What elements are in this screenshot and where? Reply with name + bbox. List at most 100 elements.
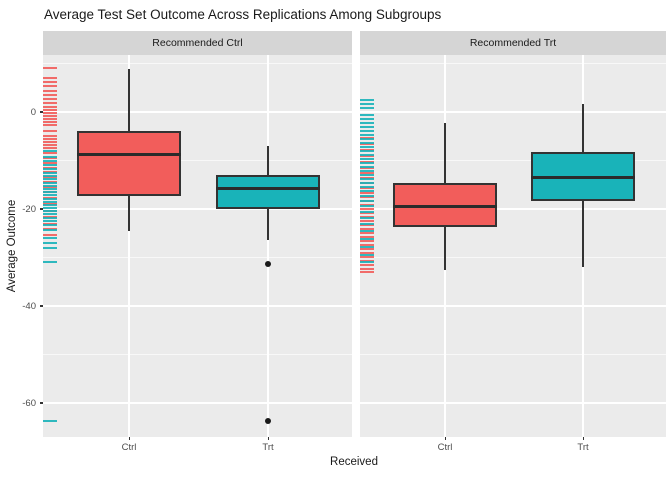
rug-mark xyxy=(360,181,374,184)
y-tick-mark xyxy=(40,208,43,210)
rug-mark xyxy=(360,208,374,210)
gridline-minor xyxy=(360,354,666,355)
median-line xyxy=(531,176,635,180)
whisker-lower xyxy=(582,201,584,268)
rug-mark xyxy=(360,186,374,189)
rug-mark xyxy=(43,77,57,80)
rug-mark xyxy=(360,129,374,132)
rug-mark xyxy=(360,170,374,173)
rug-mark xyxy=(43,212,57,215)
y-tick-label: -20 xyxy=(22,203,36,215)
gridline-minor xyxy=(43,160,352,161)
gridline-major xyxy=(43,111,352,113)
rug-mark xyxy=(43,106,57,109)
rug-mark xyxy=(43,138,57,141)
rug-mark xyxy=(360,205,374,208)
rug-mark xyxy=(360,149,374,152)
rug-mark xyxy=(360,240,374,242)
rug-mark xyxy=(43,156,57,159)
y-tick-mark xyxy=(40,305,43,307)
rug-mark xyxy=(360,138,374,141)
rug-mark xyxy=(360,107,374,110)
rug-mark xyxy=(43,197,57,200)
rug-mark xyxy=(43,237,57,240)
rug-mark xyxy=(43,124,57,127)
rug-mark xyxy=(360,190,374,193)
rug-mark xyxy=(43,204,57,207)
rug-mark xyxy=(360,113,374,116)
gridline-major xyxy=(360,402,666,404)
rug-mark xyxy=(43,166,57,169)
rug-mark xyxy=(43,114,57,117)
rug-mark xyxy=(360,254,374,257)
rug-mark xyxy=(360,243,374,246)
rug-mark xyxy=(43,161,57,164)
y-axis-title: Average Outcome xyxy=(6,199,18,293)
rug-mark xyxy=(43,188,57,191)
x-tick-label: Ctrl xyxy=(121,442,137,453)
y-tick-label: -40 xyxy=(22,300,36,312)
facet-panel-recommended-trt xyxy=(360,55,666,437)
median-line xyxy=(216,186,320,190)
rug-mark xyxy=(43,134,57,137)
rug-mark xyxy=(360,256,374,258)
outlier-point xyxy=(265,260,271,267)
rug-mark xyxy=(360,161,374,164)
x-tick-mark xyxy=(267,437,269,440)
rug-mark xyxy=(360,220,374,223)
x-tick-label: Ctrl xyxy=(437,442,453,453)
rug-mark xyxy=(43,228,57,231)
rug-mark xyxy=(43,193,57,196)
x-axis-title: Received xyxy=(330,456,378,468)
rug-mark xyxy=(360,227,374,230)
rug-mark xyxy=(360,271,374,274)
rug-mark xyxy=(43,163,57,166)
gridline-major xyxy=(43,305,352,307)
rug-mark xyxy=(43,121,57,124)
rug-mark xyxy=(360,217,374,220)
x-tick-mark xyxy=(582,437,584,440)
rug-mark xyxy=(43,66,57,69)
rug-mark xyxy=(360,263,374,266)
rug-mark xyxy=(360,245,374,248)
rug-mark xyxy=(43,152,57,155)
gridline-minor xyxy=(360,257,666,258)
rug-mark xyxy=(43,177,57,180)
rug-mark xyxy=(360,174,374,177)
gridline-major xyxy=(43,208,352,210)
y-tick-label: 0 xyxy=(30,106,36,118)
rug-mark xyxy=(360,200,374,203)
whisker-upper xyxy=(128,68,130,131)
gridline-major xyxy=(360,111,666,113)
whisker-lower xyxy=(444,226,446,271)
rug-mark xyxy=(43,201,57,204)
facet-strip-recommended-ctrl: Recommended Ctrl xyxy=(43,31,352,55)
rug-mark xyxy=(43,84,57,87)
rug-mark xyxy=(360,229,374,232)
facet-strip-recommended-trt: Recommended Trt xyxy=(360,31,666,55)
chart-title: Average Test Set Outcome Across Replicat… xyxy=(44,7,442,22)
rug-mark xyxy=(43,101,57,104)
rug-mark xyxy=(43,207,57,210)
rug-mark xyxy=(43,209,57,212)
rug-mark xyxy=(360,247,374,250)
rug-mark xyxy=(43,159,57,162)
boxplot-box xyxy=(216,175,320,209)
facet-strip-label: Recommended Ctrl xyxy=(152,37,243,49)
gridline-major xyxy=(43,402,352,404)
rug-mark xyxy=(360,215,374,218)
outlier-point xyxy=(265,417,271,424)
whisker-upper xyxy=(444,123,446,183)
rug-mark xyxy=(360,252,374,255)
rug-mark xyxy=(43,143,57,146)
rug-mark xyxy=(43,149,57,152)
gridline-minor xyxy=(43,63,352,64)
rug-mark xyxy=(360,98,374,101)
rug-mark xyxy=(43,90,57,93)
rug-mark xyxy=(360,165,374,168)
rug-mark xyxy=(43,217,57,220)
rug-mark xyxy=(360,158,374,161)
gridline-minor xyxy=(360,63,666,64)
rug-mark xyxy=(360,191,374,194)
rug-mark xyxy=(43,181,57,184)
